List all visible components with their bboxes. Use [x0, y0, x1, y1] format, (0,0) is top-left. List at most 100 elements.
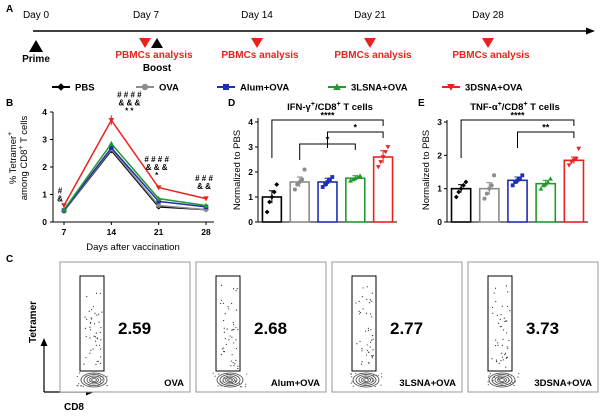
d-point-dsna — [375, 165, 381, 170]
prime-label: Prime — [22, 54, 50, 65]
flow-event — [89, 329, 92, 331]
flow-event — [495, 345, 497, 347]
d-title-mid: /CD8 — [315, 102, 337, 113]
flow-plots: 2.59 OVA 2.68 Alum+OVA 2.77 3LSNA+OVA 3.73 3DSN… — [59, 261, 599, 393]
b-annotation-text: # # # — [195, 174, 213, 183]
flow-event — [510, 383, 512, 385]
b-ytick-label: 1 — [42, 190, 47, 200]
b-ytick-label: 3 — [42, 135, 47, 145]
flow-event — [239, 386, 242, 388]
d-point-alum — [320, 185, 325, 189]
e-point-ova — [489, 183, 494, 188]
d-point-ova — [300, 177, 305, 182]
day-label-28: Day 28 — [472, 10, 504, 21]
e-point-pbs — [458, 186, 464, 192]
flow-event — [82, 385, 84, 388]
flow-event — [220, 299, 223, 301]
flow-event — [84, 316, 86, 318]
flow-event — [85, 375, 87, 377]
flow-event — [372, 380, 374, 383]
analysis-label-day21: PBMCs analysis — [334, 50, 412, 61]
flow-contour — [488, 372, 516, 388]
flow-contour — [494, 375, 510, 385]
d-point-dsna — [380, 155, 386, 160]
d-point-pbs — [274, 182, 280, 187]
e-title-sup1: + — [498, 101, 502, 108]
flow-event — [503, 317, 506, 319]
flow-event — [91, 380, 94, 382]
d-point-lsna — [357, 173, 363, 178]
b-ylabel-tail: T cells — [19, 115, 30, 145]
d-point-pbs — [269, 194, 275, 200]
flow-event — [369, 385, 371, 388]
e-point-ova — [482, 196, 487, 201]
flow-contour — [497, 376, 507, 383]
flow-event — [366, 286, 368, 288]
flow-event — [369, 346, 371, 348]
flow-event — [514, 380, 516, 382]
flow-event — [366, 344, 368, 346]
flow-contour — [222, 375, 238, 385]
flow-event — [371, 335, 374, 337]
flow-event — [500, 360, 502, 362]
flow-event — [89, 352, 91, 354]
flow-event — [356, 343, 358, 345]
flow-event — [360, 363, 363, 365]
flow-event — [493, 376, 495, 378]
flow-event — [97, 375, 99, 377]
flow-event — [229, 335, 231, 337]
flow-event — [492, 379, 494, 382]
e-point-alum — [513, 180, 518, 184]
b-line-lsna — [63, 142, 207, 211]
d-point-pbs — [271, 189, 277, 195]
flow-event — [361, 348, 363, 350]
flow-event — [235, 359, 237, 361]
flow-event — [365, 354, 368, 356]
flow-gate — [351, 275, 377, 372]
d-point-alum — [325, 180, 330, 184]
b-xtick-label: 28 — [201, 227, 211, 237]
flow-event — [505, 382, 507, 384]
d-point-alum — [330, 175, 335, 179]
e-sig-bracket — [517, 131, 575, 148]
flow-plot: 3.73 3DSNA+OVA — [467, 261, 599, 393]
d-ytick-label: 3 — [248, 142, 253, 152]
d-title-sup1: + — [311, 101, 315, 108]
flow-event — [241, 386, 243, 388]
b-ylabel: % Tetramer+ — [7, 132, 19, 185]
d-sig-bracket — [327, 131, 384, 148]
flow-event — [487, 381, 489, 383]
e-title-tail: T cells — [528, 102, 560, 113]
flow-event — [370, 313, 372, 315]
e-point-alum — [515, 178, 520, 183]
flow-event — [359, 313, 361, 315]
b-annotations: #&# # # #& & &* *# # # #& & &* # # #& & — [57, 90, 213, 203]
flow-event — [380, 373, 383, 375]
d-point-lsna — [352, 175, 358, 181]
flow-event — [504, 352, 507, 354]
analysis-label-day14: PBMCs analysis — [221, 50, 299, 61]
flow-event — [491, 306, 494, 309]
flow-event — [513, 384, 515, 387]
flow-event — [493, 292, 495, 294]
day-label-14: Day 14 — [241, 10, 273, 21]
flow-event — [225, 343, 227, 345]
e-plot-area: ****** — [450, 111, 585, 223]
flow-event — [232, 329, 234, 331]
e-bar-dsna — [563, 159, 585, 223]
b-ylabel-2: among CD8 — [19, 150, 30, 201]
flow-event — [226, 328, 228, 330]
flow-event — [502, 359, 504, 361]
flow-event — [90, 317, 92, 319]
boost-label: Boost — [143, 63, 172, 74]
flow-event — [92, 306, 94, 308]
d-point-alum — [327, 177, 332, 182]
flow-event — [83, 363, 85, 365]
e-ytick-label: 2 — [437, 150, 442, 160]
panel-label-c: C — [6, 254, 13, 265]
b-point-alum — [109, 145, 114, 150]
d-sig-label: **** — [320, 111, 335, 121]
flow-event — [377, 375, 379, 377]
flow-contour — [352, 372, 380, 388]
flow-event — [364, 383, 366, 385]
